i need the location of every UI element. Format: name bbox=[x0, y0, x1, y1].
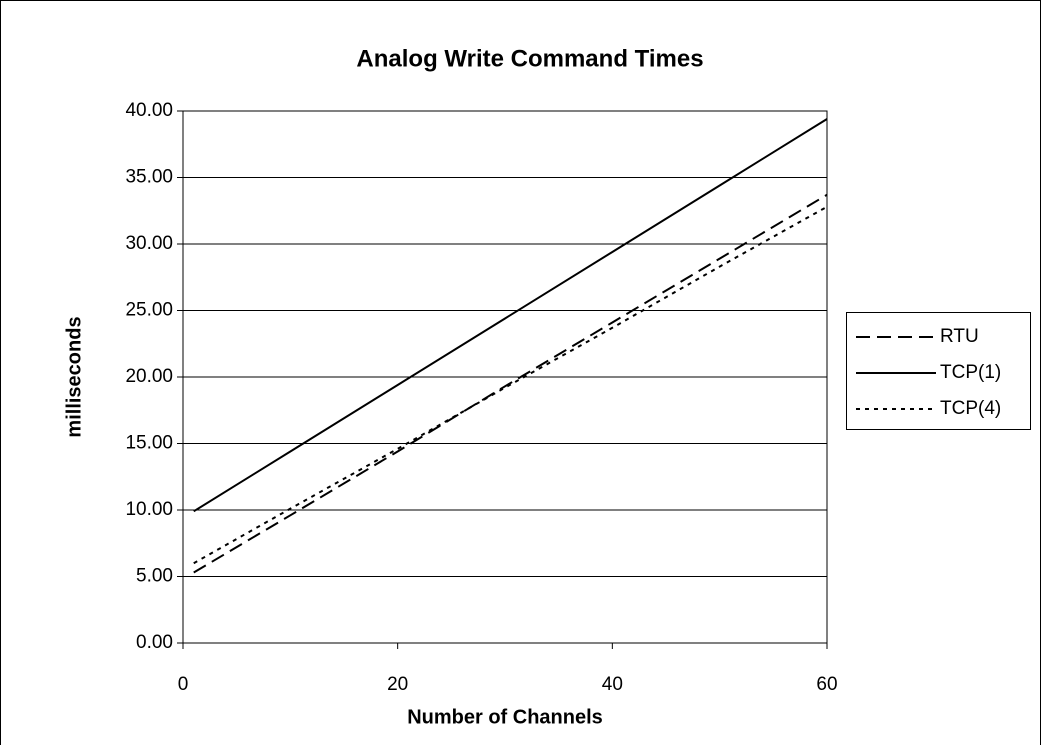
y-tick-label: 40.00 bbox=[125, 100, 173, 121]
y-tick-label: 25.00 bbox=[125, 300, 173, 321]
x-tick-label: 40 bbox=[602, 674, 623, 695]
y-axis-label: milliseconds bbox=[63, 316, 85, 437]
y-tick-label: 30.00 bbox=[125, 233, 173, 254]
plot-area bbox=[182, 110, 828, 644]
legend-label: RTU bbox=[940, 326, 979, 347]
x-tick-label: 20 bbox=[387, 674, 408, 695]
legend-label: TCP(4) bbox=[940, 398, 1001, 419]
x-axis-label: Number of Channels bbox=[407, 706, 603, 728]
y-tick-label: 35.00 bbox=[125, 167, 173, 188]
x-tick-label: 60 bbox=[816, 674, 837, 695]
series-line bbox=[193, 118, 828, 513]
series-line bbox=[193, 205, 828, 565]
series-line bbox=[193, 193, 828, 574]
legend-label: TCP(1) bbox=[940, 362, 1001, 383]
x-tick-label: 0 bbox=[178, 674, 189, 695]
y-tick-label: 10.00 bbox=[125, 499, 173, 520]
legend-box bbox=[846, 312, 1031, 430]
y-tick-label: 5.00 bbox=[136, 566, 173, 587]
chart-title: Analog Write Command Times bbox=[356, 45, 703, 72]
y-tick-label: 15.00 bbox=[125, 433, 173, 454]
y-tick-label: 0.00 bbox=[136, 632, 173, 653]
y-tick-label: 20.00 bbox=[125, 366, 173, 387]
